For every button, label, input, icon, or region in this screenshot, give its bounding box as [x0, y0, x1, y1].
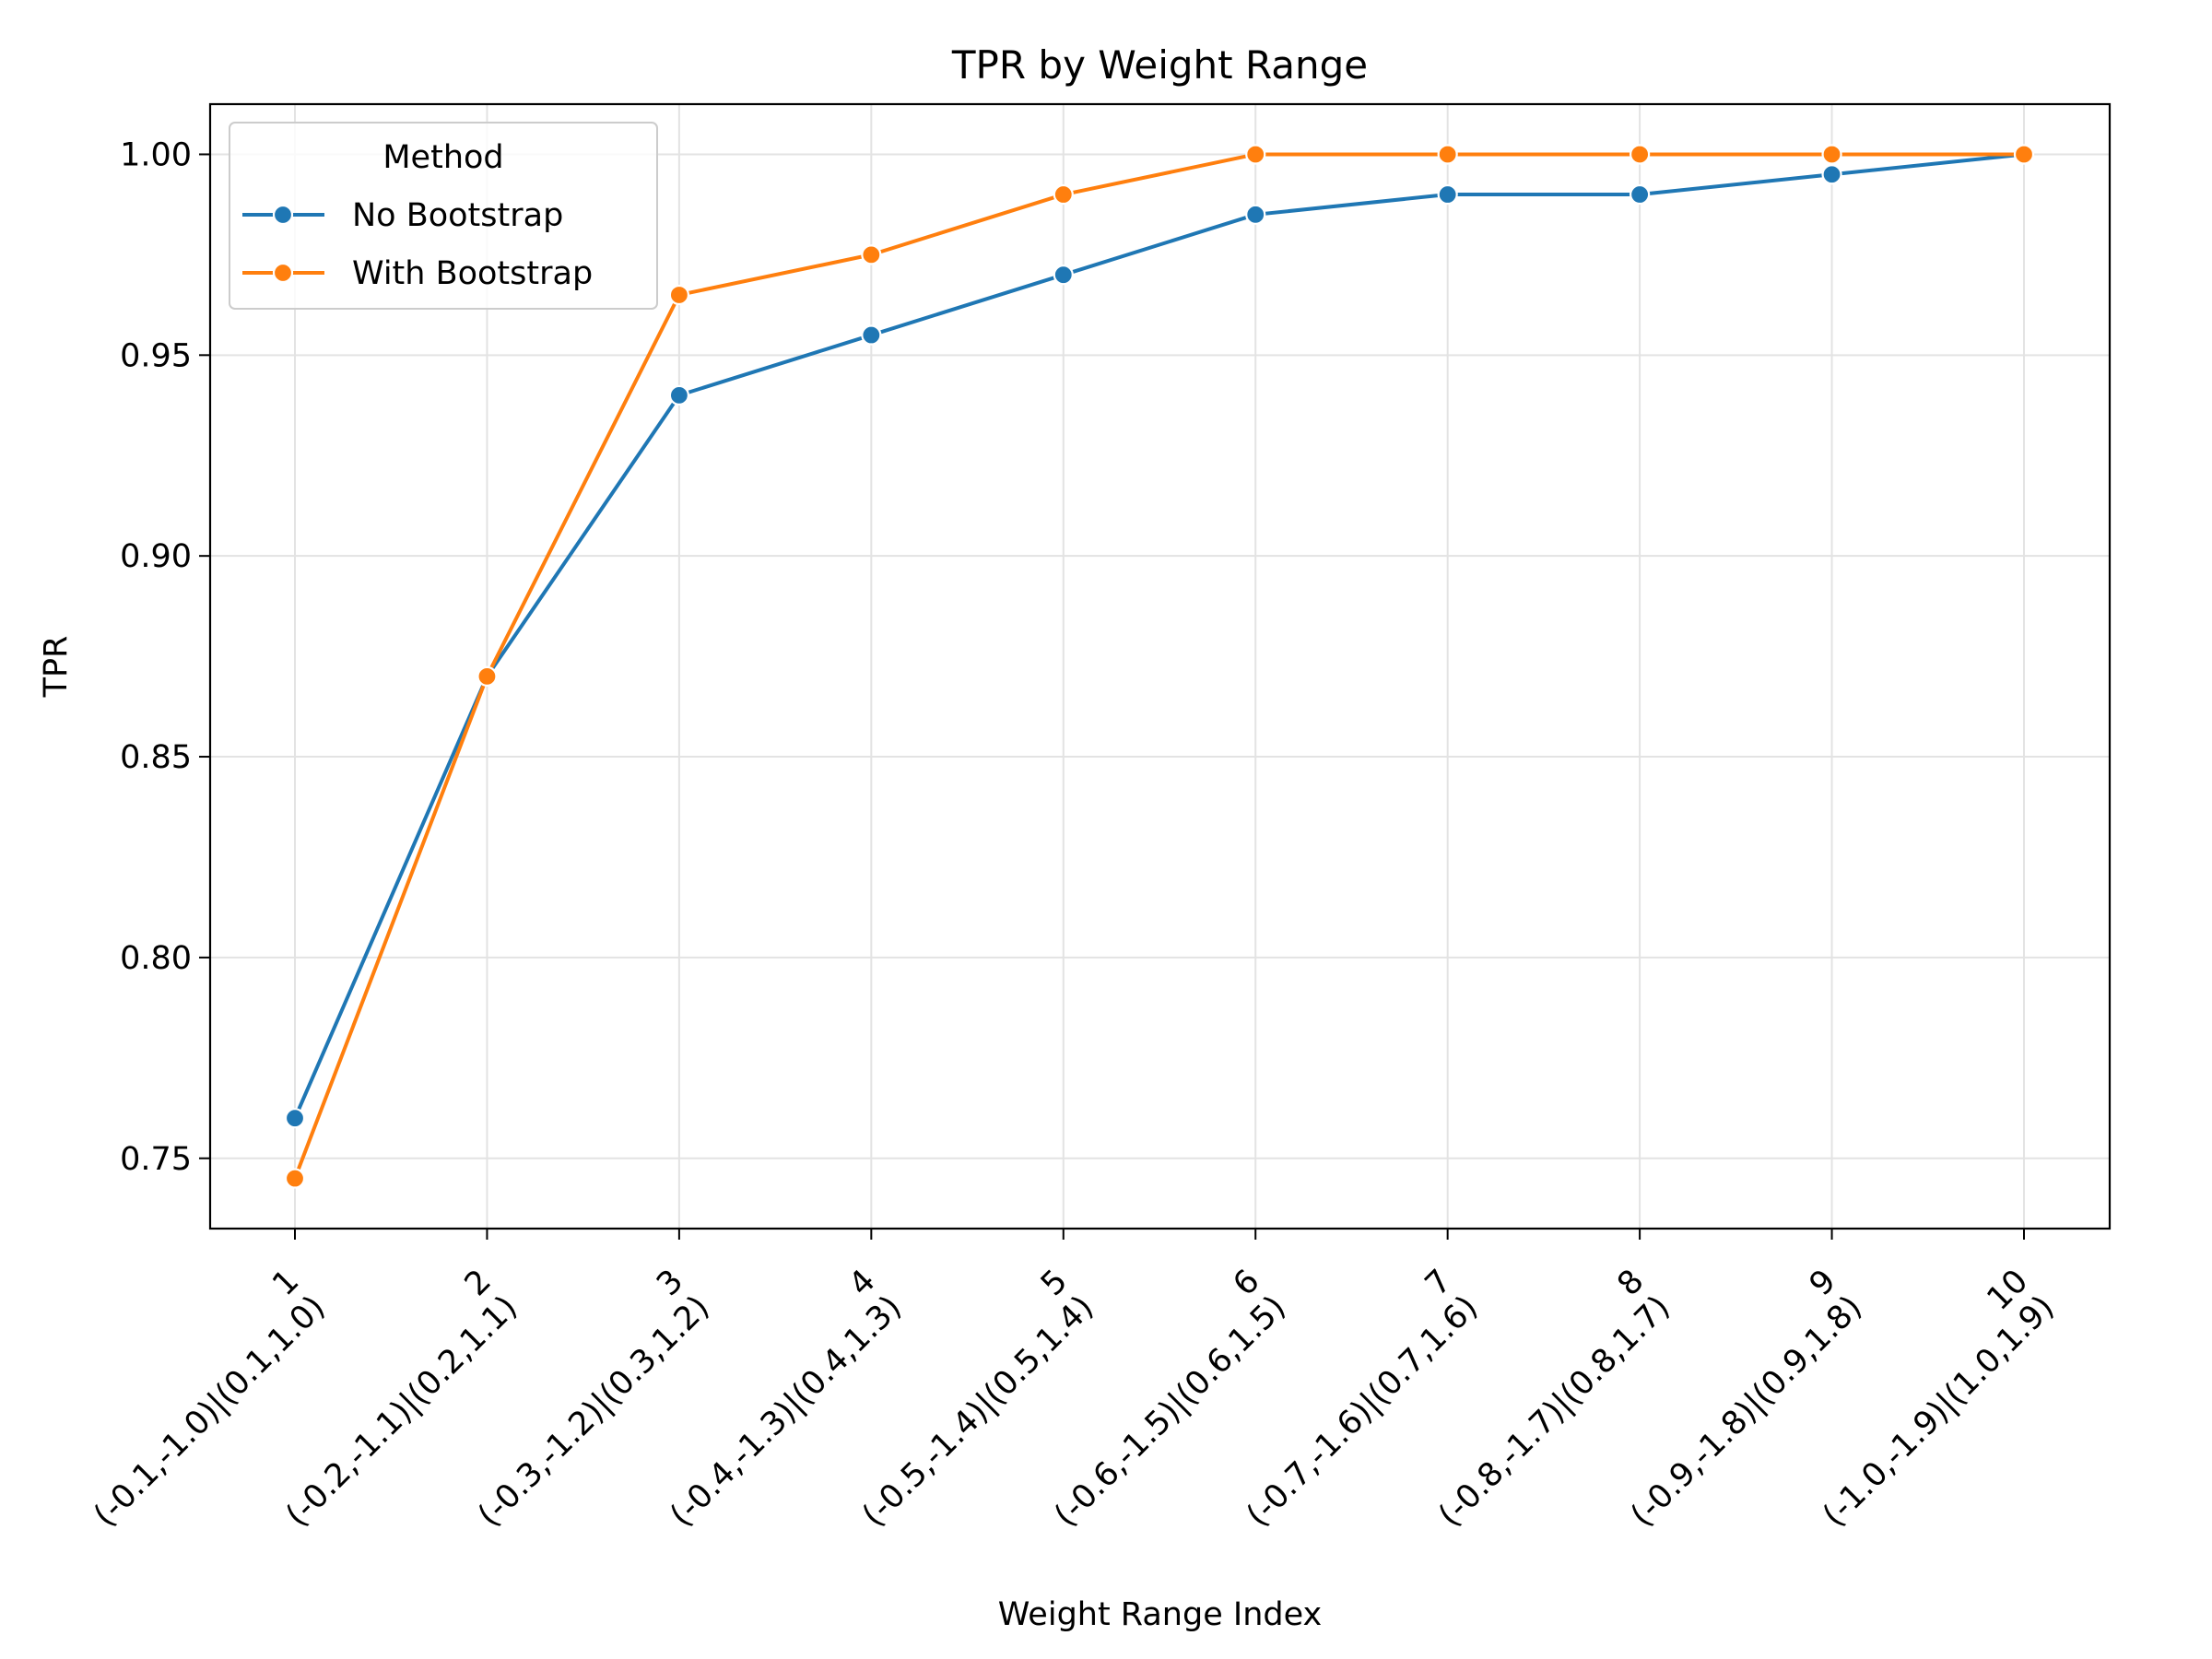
- y-tick-label: 0.95: [120, 337, 192, 374]
- legend: Method No Bootstrap With Bootstrap: [229, 122, 658, 310]
- legend-entry: With Bootstrap: [242, 255, 593, 292]
- y-tick-label: 1.00: [120, 136, 192, 173]
- legend-label: No Bootstrap: [352, 197, 563, 234]
- data-point: [861, 244, 882, 265]
- data-point: [1053, 183, 1074, 206]
- data-point: [1437, 183, 1458, 206]
- data-point: [1245, 204, 1266, 225]
- y-axis-label: TPR: [38, 636, 75, 699]
- legend-swatch-marker: [272, 262, 294, 284]
- data-point: [1630, 183, 1651, 206]
- y-tick-label: 0.90: [120, 538, 192, 575]
- chart-title: TPR by Weight Range: [951, 42, 1368, 88]
- data-point: [284, 1168, 306, 1189]
- data-point: [1245, 144, 1266, 165]
- series-line: [293, 152, 2024, 1180]
- data-point: [1821, 144, 1842, 165]
- data-point: [477, 665, 498, 687]
- legend-label: With Bootstrap: [352, 255, 593, 292]
- data-point: [861, 324, 882, 346]
- x-axis-label: Weight Range Index: [998, 1596, 1322, 1633]
- legend-entry: No Bootstrap: [242, 197, 563, 234]
- y-tick-label: 0.75: [120, 1141, 192, 1178]
- data-point: [1437, 144, 1458, 165]
- data-point: [1821, 164, 1842, 185]
- y-tick-label: 0.80: [120, 940, 192, 977]
- legend-box: [229, 122, 658, 310]
- legend-title: Method: [382, 139, 503, 176]
- legend-swatch-marker: [272, 204, 294, 226]
- data-point: [284, 1108, 306, 1129]
- series-layer: [284, 144, 2035, 1189]
- plot-frame: [208, 102, 2112, 1230]
- series-line: [293, 152, 2025, 1119]
- data-point: [1053, 265, 1074, 286]
- data-point: [668, 384, 689, 406]
- data-point: [1630, 144, 1651, 165]
- y-tick-label: 0.85: [120, 739, 192, 776]
- series-with-bootstrap: [284, 144, 2035, 1189]
- y-axis: 0.75 0.80 0.85 0.90 0.95 1.00: [120, 136, 210, 1178]
- data-point: [2013, 144, 2035, 165]
- data-point: [668, 284, 689, 306]
